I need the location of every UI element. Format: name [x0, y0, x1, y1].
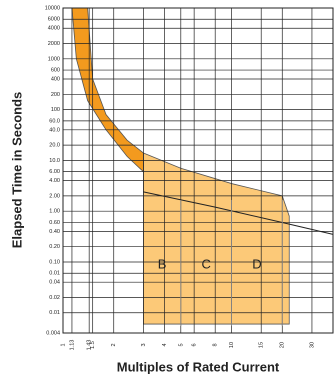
x-tick-label: 30: [309, 342, 315, 348]
x-tick-label: 20: [280, 342, 286, 348]
y-tick-label: 1000: [48, 56, 60, 62]
y-axis-title: Elapsed Time in Seconds: [9, 92, 24, 249]
x-tick-label: 1: [60, 343, 66, 346]
x-tick-label: 15: [259, 342, 265, 348]
y-tick-label: 400: [51, 76, 60, 82]
area: [71, 7, 144, 173]
y-tick-label: 4000: [48, 26, 60, 32]
zone-label: C: [201, 256, 210, 271]
x-axis-title: Multiples of Rated Current: [117, 359, 280, 374]
zone-label: D: [252, 256, 261, 271]
y-tick-label: 200: [51, 92, 60, 98]
y-tick-label: 20.0: [49, 143, 60, 149]
x-tick-label: 1.13: [69, 340, 75, 351]
y-tick-label: 2000: [48, 41, 60, 47]
x-tick-label: 6: [192, 343, 198, 346]
y-tick-label: 6.00: [49, 169, 60, 175]
y-tick-label: 10.0: [49, 158, 60, 164]
y-tick-label: 0.02: [49, 295, 60, 301]
x-tick-label: 8: [213, 343, 219, 346]
y-tick-label: 10000: [45, 5, 60, 11]
y-tick-label: 600: [51, 68, 60, 74]
y-tick-label: 100: [51, 107, 60, 113]
y-tick-label: 0.004: [46, 330, 60, 336]
y-tick-label: 0.04: [49, 280, 60, 286]
y-tick-label: 6000: [48, 17, 60, 23]
x-tick-label: 4: [162, 343, 168, 346]
y-tick-label: 0.01: [49, 310, 60, 316]
y-tick-label: 60.0: [49, 118, 60, 124]
plot-frame: [62, 7, 334, 334]
y-tick-label: 0.10: [49, 259, 60, 265]
x-tick-label: 2: [111, 343, 117, 346]
labels: 10000600040002000100060040020010060.040.…: [45, 5, 316, 350]
y-tick-label: 1.00: [49, 209, 60, 215]
y-tick-label: 0.40: [49, 229, 60, 235]
x-tick-label: 10: [229, 342, 235, 348]
lines: [143, 191, 334, 326]
y-tick-label: 2.00: [49, 193, 60, 199]
y-tick-label: 0.01: [49, 271, 60, 277]
y-tick-label: 0.60: [49, 220, 60, 226]
x-tick-label: 5: [178, 343, 184, 346]
curve: [143, 191, 334, 235]
x-tick-label: 1.5: [90, 341, 96, 349]
x-tick-label: 1.43: [87, 340, 93, 351]
y-tick-label: 4.00: [49, 178, 60, 184]
y-tick-label: 40.0: [49, 127, 60, 133]
x-tick-label: 3: [141, 343, 147, 346]
area: [143, 152, 290, 325]
y-tick-label: 0.20: [49, 244, 60, 250]
zone-label: B: [158, 256, 167, 271]
